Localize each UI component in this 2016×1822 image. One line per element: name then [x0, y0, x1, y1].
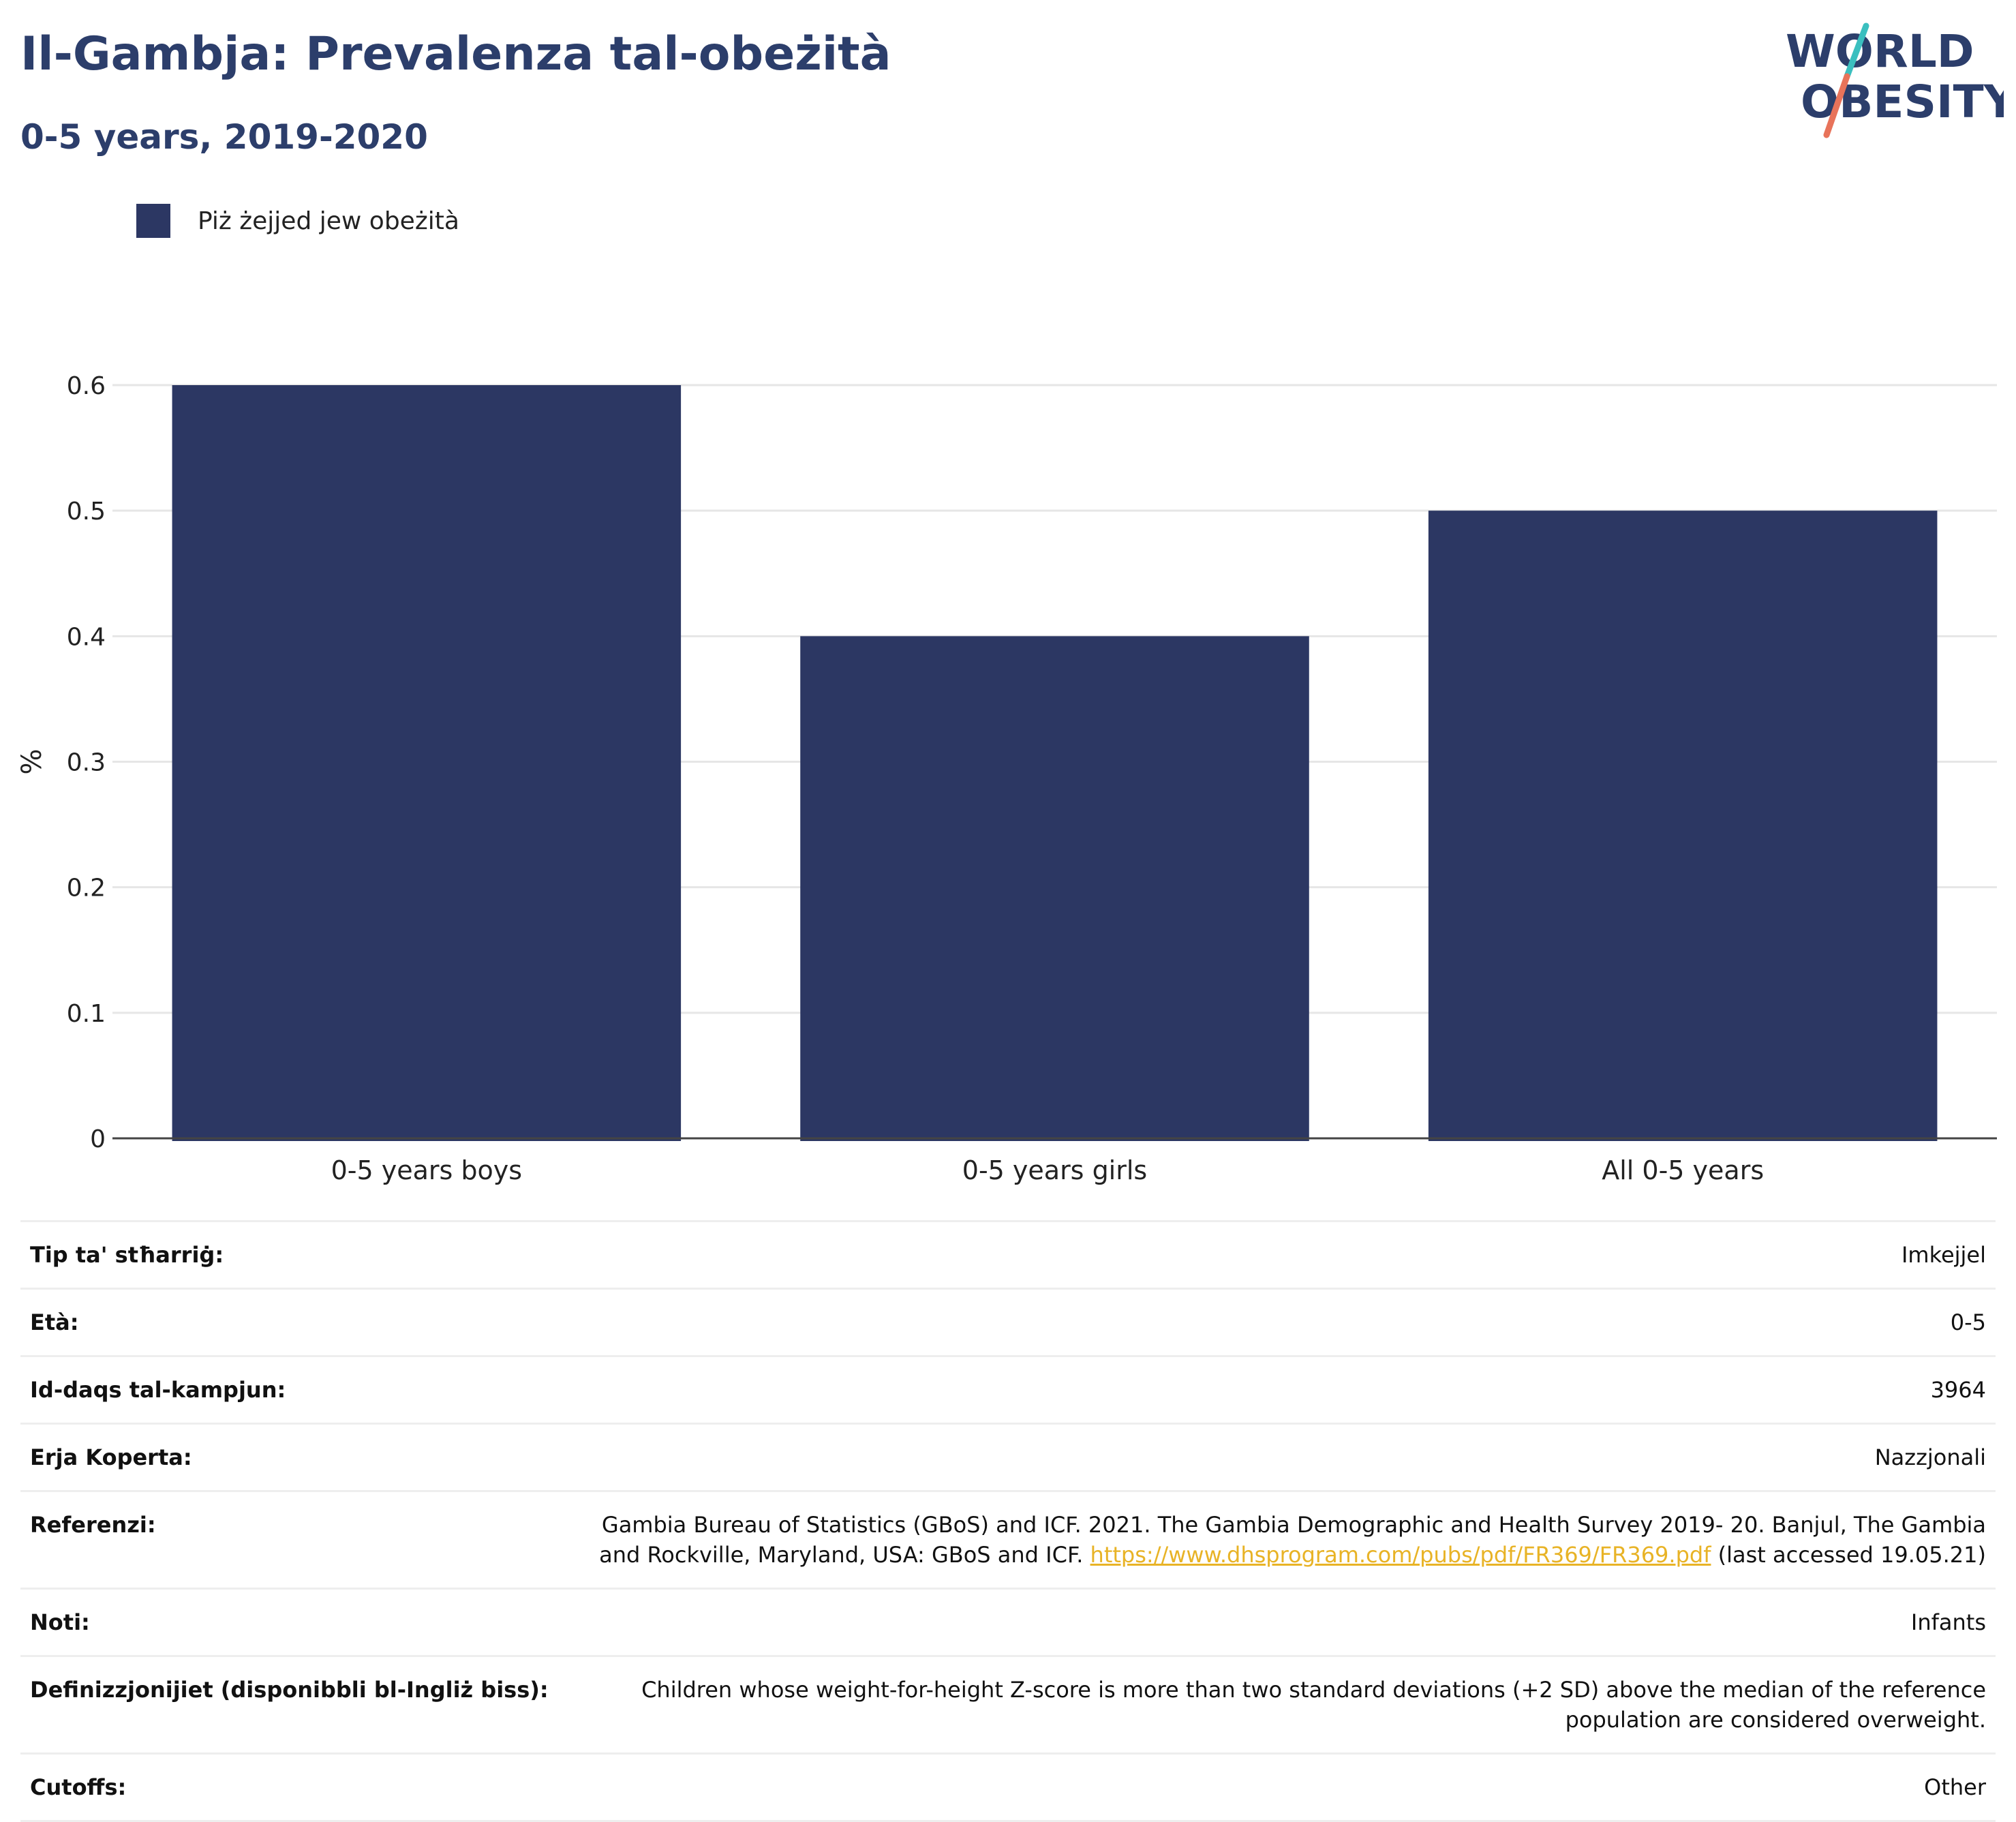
details-value: Children whose weight-for-height Z-score…: [558, 1655, 1996, 1755]
details-row: Referenzi: Gambia Bureau of Statistics (G…: [20, 1490, 1996, 1590]
reference-accessed-note: (last accessed 19.05.21): [1717, 1542, 1986, 1568]
details-value: Gambia Bureau of Statistics (GBoS) and I…: [558, 1490, 1996, 1590]
y-tick-label: 0.1: [67, 1000, 106, 1028]
logo-line-1: WORLD: [1786, 25, 1974, 78]
bar-chart: 0 0.1 0.2 0.3 0.4 0.5 0.6 0-5 years boys 0-5 yea…: [16, 372, 1997, 1185]
details-value-text: Nazzjonali: [1874, 1444, 1986, 1470]
details-row: Noti: Infants: [20, 1588, 1996, 1657]
details-row: Tip ta' stħarriġ: Imkejjel: [20, 1220, 1996, 1290]
y-tick-label: 0.6: [67, 372, 106, 400]
bar: [800, 636, 1309, 1141]
chart-title: Il-Gambja: Prevalenza tal-obeżità: [20, 27, 891, 81]
details-value-text: 3964: [1930, 1377, 1986, 1403]
details-value-text: Gambia Bureau of Statistics (GBoS) and I…: [599, 1512, 1986, 1568]
details-row: Definizzjonijiet (disponibbli bl-Ingliż …: [20, 1655, 1996, 1755]
legend-swatch: [136, 204, 170, 238]
y-tick-label: 0: [90, 1125, 106, 1153]
reference-link[interactable]: https://www.dhsprogram.com/pubs/pdf/FR36…: [1090, 1542, 1711, 1568]
x-tick-label: 0-5 years boys: [331, 1155, 522, 1185]
details-value: Imkejjel: [558, 1220, 1996, 1290]
details-key: Tip ta' stħarriġ:: [20, 1220, 558, 1290]
details-row: Id-daqs tal-kampjun: 3964: [20, 1355, 1996, 1425]
details-value-text: 0-5: [1950, 1309, 1986, 1335]
y-tick-label: 0.3: [67, 749, 106, 777]
details-value: Infants: [558, 1588, 1996, 1657]
details-key: Erja Koperta:: [20, 1423, 558, 1492]
details-row: Età: 0-5: [20, 1288, 1996, 1357]
details-table: Tip ta' stħarriġ: Imkejjel Età: 0-5 Id-daqs …: [20, 1220, 1996, 1822]
chart-subtitle: 0-5 years, 2019-2020: [20, 117, 428, 157]
details-key: Definizzjonijiet (disponibbli bl-Ingliż …: [20, 1655, 558, 1755]
world-obesity-logo: WORLD OBESITY: [1786, 22, 2004, 138]
details-row: Cutoffs: Other: [20, 1752, 1996, 1822]
details-value: Other: [558, 1752, 1996, 1822]
details-key: Noti:: [20, 1588, 558, 1657]
details-value-text: Children whose weight-for-height Z-score…: [641, 1677, 1986, 1733]
logo-slash-top: [1844, 22, 1869, 80]
bar: [1428, 511, 1938, 1141]
bar: [172, 385, 682, 1141]
details-value-text: Infants: [1910, 1609, 1986, 1635]
details-row: Erja Koperta: Nazzjonali: [20, 1423, 1996, 1492]
details-value: Nazzjonali: [558, 1423, 1996, 1492]
details-value: 3964: [558, 1355, 1996, 1425]
chart-legend[interactable]: Piż żejjed jew obeżità: [136, 203, 459, 239]
details-key: Età:: [20, 1288, 558, 1357]
y-tick-label: 0.4: [67, 623, 106, 651]
y-tick-label: 0.2: [67, 875, 106, 902]
details-key: Referenzi:: [20, 1490, 558, 1590]
y-axis-title: %: [16, 748, 48, 774]
details-value-text: Other: [1924, 1774, 1986, 1800]
details-key: Cutoffs:: [20, 1752, 558, 1822]
details-value: 0-5: [558, 1288, 1996, 1357]
y-tick-label: 0.5: [67, 498, 106, 526]
x-tick-label: 0-5 years girls: [962, 1155, 1147, 1185]
details-key: Id-daqs tal-kampjun:: [20, 1355, 558, 1425]
x-tick-label: All 0-5 years: [1602, 1155, 1764, 1185]
details-value-text: Imkejjel: [1901, 1242, 1986, 1268]
legend-label: Piż żejjed jew obeżità: [198, 207, 459, 235]
logo-slash-bottom: [1823, 73, 1850, 138]
